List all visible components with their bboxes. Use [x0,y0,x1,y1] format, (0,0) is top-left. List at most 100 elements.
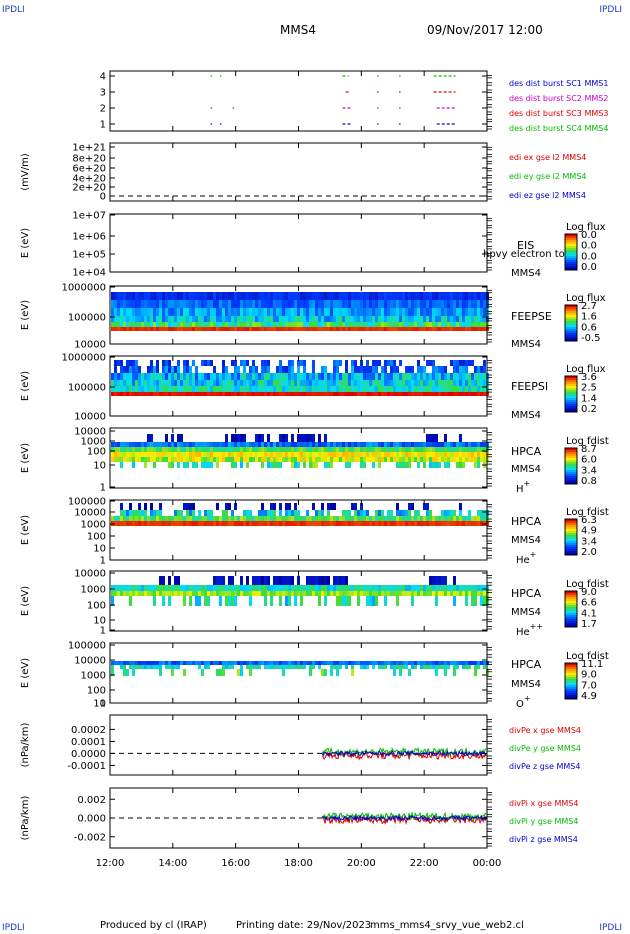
y-tick-label: 0.002 [77,795,106,806]
spectrogram-cell [252,360,255,366]
y-tick-label: 0.000 [77,814,106,825]
spectrogram-cell [405,308,408,316]
spectrogram-cell [324,308,327,316]
spectrogram-cell [321,457,324,462]
spectrogram-cell [279,360,282,366]
spectrogram-cell [447,322,450,327]
spectrogram-cell [147,452,150,457]
spectrogram-cell [339,591,342,596]
spectrogram-cell [462,360,465,366]
spectrogram-cell [327,300,330,308]
spectrogram-cell [477,585,480,591]
colorbar-cell [565,615,577,618]
spectrogram-cell [411,373,414,380]
spacecraft-title: MMS4 [280,23,316,37]
spectrogram-cell [198,516,201,521]
y-axis-label: E (eV) [20,443,31,473]
data-line [321,749,487,758]
spectrogram-cell [384,366,387,373]
spectrogram-cell [387,510,390,516]
spectrogram-cell [465,447,468,452]
spectrogram-cell [333,300,336,308]
colorbar-cell [565,392,577,395]
spectrogram-cell [114,661,117,665]
spectrogram-cell [390,327,393,331]
spectrogram-cell [411,386,414,392]
spectrogram-cell [465,380,468,386]
colorbar-cell [565,472,577,475]
spectrogram-cell [129,447,132,452]
spectrogram-cell [189,300,192,308]
spectrogram-cell [399,308,402,316]
spectrogram-cell [291,373,294,380]
spectrogram-cell [243,380,246,386]
spectrogram-cell [132,462,135,468]
spectrogram-cell [450,452,453,457]
spectrogram-cell [414,442,417,447]
corner-label-bottom-right: IPDLI [599,923,622,933]
spectrogram-cell [153,392,156,396]
spectrogram-cell [339,516,342,521]
spectrogram-cell [294,300,297,308]
spectrogram-cell [129,386,132,392]
spectrogram-cell [153,327,156,331]
spectrogram-cell [306,308,309,316]
spectrogram-cell [336,322,339,327]
spectrogram-cell [132,665,135,669]
spectrogram-cell [360,308,363,316]
spectrogram-cell [309,669,312,676]
spectrogram-cell [459,447,462,452]
spectrogram-cell [243,386,246,392]
spectrogram-cell [144,452,147,457]
spectrogram-cell [306,392,309,396]
spectrogram-cell [225,292,228,300]
spectrogram-cell [315,300,318,308]
spectrogram-cell [258,308,261,316]
colorbar-frame [564,590,578,628]
spectrogram-cell [411,366,414,373]
spectrogram-cell [276,442,279,447]
spectrogram-cell [444,300,447,308]
y-axis-label: (nPa/km) [20,723,31,768]
spectrogram-cell [120,316,123,322]
spectrogram-cell [156,373,159,380]
spectrogram-cell [420,366,423,373]
spectrogram-cell [468,585,471,591]
spectrogram-cell [300,292,303,300]
spectrogram-cell [162,457,165,462]
spectrogram-cell [375,386,378,392]
spectrogram-cell [432,366,435,373]
y-tick-label: -0.0001 [67,761,106,772]
spectrogram-cell [369,327,372,331]
spectrogram-cell [318,510,321,516]
spectrogram-cell [216,322,219,327]
spectrogram-cell [357,373,360,380]
spectrogram-cell [138,591,141,596]
spectrogram-cell [366,661,369,665]
spectrogram-cell [405,665,408,669]
spectrogram-cell [291,661,294,665]
spectrogram-cell [303,516,306,521]
spectrogram-cell [171,300,174,308]
spectrogram-cell [462,665,465,669]
spectrogram-cell [342,585,345,591]
spectrogram-cell [150,360,153,366]
spectrogram-cell [435,366,438,373]
spectrogram-cell [141,447,144,452]
spectrogram-cell [132,591,135,596]
spectrogram-cell [456,442,459,447]
spectrogram-cell [255,521,258,526]
spectrogram-cell [210,300,213,308]
spectrogram-cell [306,447,309,452]
spectrogram-cell [423,447,426,452]
spectrogram-cell [465,661,468,665]
spectrogram-cell [240,360,243,366]
colorbar-tick-label: 0.8 [581,476,597,487]
spectrogram-cell [183,300,186,308]
colorbar-title: Log flux [566,293,606,304]
spectrogram-cell [120,327,123,331]
spectrogram-cell [126,292,129,300]
spectrogram-cell [327,452,330,457]
spectrogram-cell [372,462,375,468]
spectrogram-cell [135,521,138,526]
